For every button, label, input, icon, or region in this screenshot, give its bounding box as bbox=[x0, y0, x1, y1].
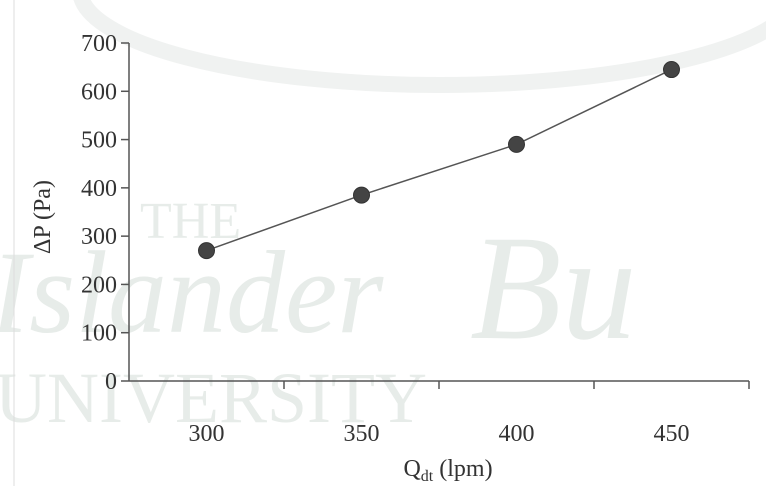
y-tick-label: 200 bbox=[81, 272, 117, 298]
watermark-arc bbox=[73, 0, 766, 93]
x-tick-label: 300 bbox=[189, 421, 225, 447]
x-axis-title: Qdt (lpm) bbox=[403, 456, 492, 485]
x-tick-label: 400 bbox=[499, 421, 535, 447]
x-axis-title-main: Q bbox=[403, 456, 420, 482]
watermark-line-1: THE bbox=[140, 193, 241, 250]
data-point bbox=[198, 242, 215, 260]
plot-area bbox=[198, 61, 680, 260]
watermark-line-4: UNIVERSITY bbox=[0, 358, 427, 438]
watermark-line-2: Islander bbox=[0, 227, 384, 358]
y-tick-label: 700 bbox=[81, 31, 117, 57]
y-tick-label: 400 bbox=[81, 176, 117, 202]
y-tick-label: 100 bbox=[81, 321, 117, 347]
data-point bbox=[353, 186, 370, 204]
x-tick-label: 350 bbox=[344, 421, 380, 447]
university-watermark: THE Islander Bu UNIVERSITY bbox=[0, 0, 766, 438]
series-line bbox=[206, 68, 672, 252]
x-axis-title-unit: (lpm) bbox=[433, 456, 492, 482]
y-tick-label: 500 bbox=[81, 128, 117, 154]
y-tick-label: 600 bbox=[81, 79, 117, 105]
x-axis-title-subscript: dt bbox=[421, 468, 434, 485]
watermark-line-3: Bu bbox=[470, 205, 637, 371]
y-tick-label: 0 bbox=[105, 369, 117, 395]
data-point bbox=[663, 61, 680, 79]
x-tick-label: 450 bbox=[654, 421, 690, 447]
axes: 0 100 200 300 400 500 600 700 300 350 400 450 bbox=[81, 31, 750, 447]
y-axis-title: ΔP (Pa) bbox=[30, 180, 56, 254]
data-point bbox=[508, 135, 525, 153]
y-tick-label: 300 bbox=[81, 224, 117, 250]
